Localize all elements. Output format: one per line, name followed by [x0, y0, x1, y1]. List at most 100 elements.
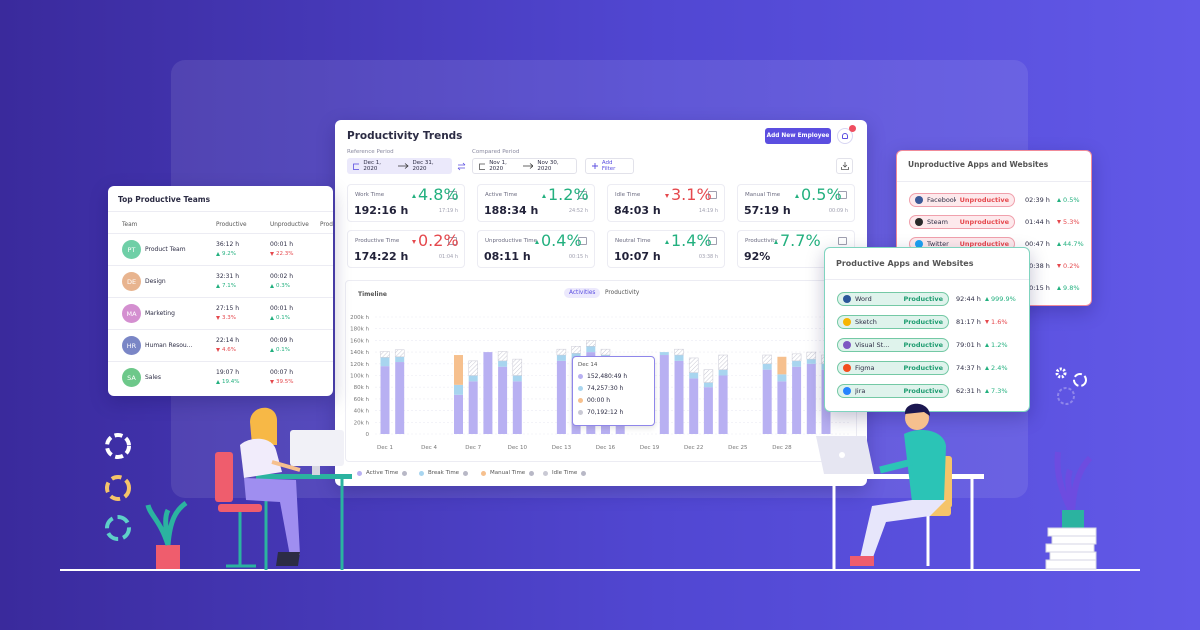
right-decor	[1045, 367, 1097, 570]
change-arrow	[412, 193, 416, 198]
app-change: 1.6%	[985, 318, 1008, 326]
compared-period[interactable]: Nov 1, 2020 Nov 30, 2020	[472, 158, 577, 174]
metric-label: Idle Time	[615, 192, 641, 198]
app-name: Figma	[855, 364, 875, 372]
metric-value: 188:34 h	[484, 204, 539, 217]
change-value: 0.5%	[1063, 196, 1080, 204]
change-arrow	[270, 379, 274, 384]
app-status: Productive	[903, 341, 943, 349]
x-tick-label: Dec 28	[772, 445, 792, 451]
change-arrow	[665, 193, 669, 198]
legend-swatch	[481, 470, 486, 476]
change-value: 0.2%	[1063, 262, 1080, 270]
change-value: 3.3%	[222, 315, 236, 321]
divider	[825, 279, 1029, 280]
compared-end: Nov 30, 2020	[537, 160, 559, 172]
change-arrow	[270, 283, 274, 288]
help-icon	[402, 470, 408, 476]
bar-segment	[806, 351, 817, 360]
unproductive-change: 39.5%	[270, 379, 293, 385]
metric-change: 0.4%	[535, 231, 582, 250]
metric-icon	[708, 237, 717, 245]
y-tick-label: 180k h	[350, 327, 369, 333]
change-arrow	[270, 315, 274, 320]
change-arrow	[774, 239, 778, 244]
unproductive-time: 00:09 h	[270, 337, 294, 344]
unproductive-change: 0.1%	[270, 347, 290, 353]
app-name: Sketch	[855, 318, 877, 326]
legend-item[interactable]: Break Time	[419, 470, 469, 476]
bar-segment	[718, 354, 728, 370]
tooltip-value: 00:00 h	[587, 397, 611, 404]
legend-swatch	[419, 470, 424, 476]
app-change: 999.9%	[985, 295, 1016, 303]
y-tick-label: 100k h	[350, 374, 369, 380]
metric-card: Manual Time 57:19 h 0.5% 00:09 h	[737, 184, 855, 222]
x-tick-label: Dec 10	[508, 445, 528, 451]
metric-change: 3.1%	[665, 185, 712, 204]
legend-label: Active Time	[366, 470, 399, 476]
x-tick-label: Dec 25	[728, 445, 748, 451]
team-avatar: DE	[122, 272, 141, 291]
change-arrow	[1057, 286, 1061, 290]
unproductive-time: 00:01 h	[270, 305, 294, 312]
tab-productivity[interactable]: Productivity	[605, 290, 640, 296]
legend-item[interactable]: Idle Time	[543, 470, 587, 476]
app-pill: Word Productive	[837, 292, 949, 306]
productive-apps-card: Productive Apps and Websites Word Product…	[824, 247, 1030, 412]
tooltip-value: 70,192:12 h	[587, 409, 624, 416]
tooltip-dot	[578, 398, 583, 403]
app-icon	[915, 196, 923, 204]
bell-icon	[842, 133, 848, 139]
notification-badge	[849, 125, 856, 132]
team-avatar: HR	[122, 336, 141, 355]
legend-swatch	[357, 470, 362, 476]
app-icon	[843, 295, 851, 303]
bar-segment	[762, 369, 772, 434]
change-arrow	[542, 193, 546, 198]
team-name: Marketing	[145, 310, 175, 317]
unproductive-time: 00:01 h	[270, 241, 294, 248]
x-tick-label: Dec 22	[684, 445, 703, 451]
legend-item[interactable]: Manual Time	[481, 470, 535, 476]
app-time: 74:37 h	[956, 364, 981, 372]
app-change: 5.3%	[1057, 218, 1080, 226]
app-change: 9.8%	[1057, 284, 1080, 292]
metric-value: 92%	[744, 250, 771, 263]
team-row: SA Sales 19:07 h 19.4% 00:07 h 39.5%	[108, 361, 333, 394]
legend-item[interactable]: Active Time	[357, 470, 408, 476]
change-value: 0.1%	[276, 347, 290, 353]
range-arrow	[522, 163, 534, 169]
metric-previous: 17:19 h	[438, 208, 458, 214]
app-name: Visual St...	[855, 341, 890, 349]
tab-activities[interactable]: Activities	[564, 288, 601, 298]
change-arrow	[535, 239, 539, 244]
bar-segment	[556, 360, 566, 434]
team-avatar: SA	[122, 368, 141, 387]
unproductive-title: Unproductive Apps and Websites	[908, 160, 1049, 169]
change-arrow	[216, 251, 220, 256]
tooltip-row: 70,192:12 h	[578, 409, 623, 416]
add-filter-button[interactable]: Add Filter	[585, 158, 634, 174]
metric-value: 174:22 h	[354, 250, 409, 263]
add-employee-button[interactable]: Add New Employee	[765, 128, 831, 144]
productive-time: 36:12 h	[216, 241, 240, 248]
metric-icon	[448, 237, 457, 245]
bar-segment	[468, 375, 478, 382]
reference-period[interactable]: Dec 1, 2020 Dec 31, 2020	[347, 158, 452, 174]
metric-previous: 03:38 h	[698, 254, 718, 260]
tooltip-row: 74,257:30 h	[578, 385, 623, 392]
app-pill: Jira Productive	[837, 384, 949, 398]
change-value: 9.2%	[222, 251, 236, 257]
download-button[interactable]	[836, 158, 853, 174]
change-value: 44.7%	[1063, 240, 1084, 248]
change-arrow	[216, 315, 220, 320]
swap-icon[interactable]	[457, 162, 466, 171]
change-value: 7.3%	[991, 387, 1008, 395]
app-time: 01:44 h	[1025, 218, 1050, 226]
unproductive-change: 0.3%	[270, 283, 290, 289]
notification-button[interactable]	[837, 125, 856, 144]
bar-segment	[497, 351, 508, 362]
metric-label: Manual Time	[745, 192, 781, 198]
